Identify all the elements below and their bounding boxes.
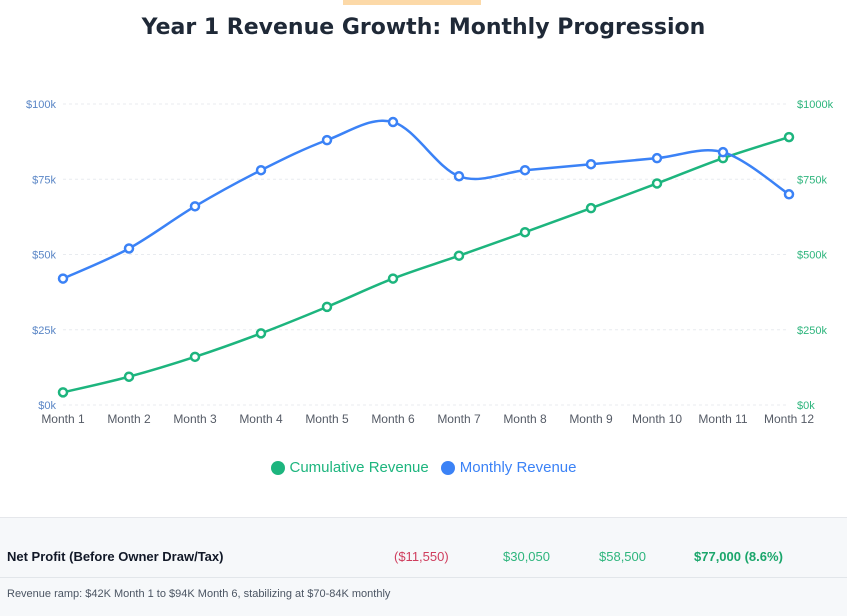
data-point-monthly-revenue <box>189 201 201 212</box>
data-point-cumulative-revenue <box>453 250 465 261</box>
net-profit-value-total: $77,000 (8.6%) <box>694 549 783 564</box>
legend-label-monthly: Monthly Revenue <box>459 459 577 476</box>
data-point-monthly-revenue <box>585 158 597 170</box>
net-profit-value-2: $30,050 <box>503 549 550 564</box>
x-tick-label: Month 12 <box>764 412 814 426</box>
x-tick-label: Month 6 <box>371 412 415 426</box>
data-point-monthly-revenue <box>783 189 795 200</box>
legend-item-cumulative[interactable]: Cumulative Revenue <box>270 459 429 476</box>
y-right-tick-label: $1000k <box>797 99 834 111</box>
data-point-monthly-revenue <box>321 134 333 146</box>
data-point-monthly-revenue <box>519 164 531 176</box>
data-point-monthly-revenue <box>717 146 729 158</box>
chart-title: Year 1 Revenue Growth: Monthly Progressi… <box>141 15 706 40</box>
data-point-monthly-revenue <box>387 116 399 128</box>
x-tick-label: Month 3 <box>173 412 217 426</box>
data-point-cumulative-revenue <box>189 351 201 363</box>
data-point-monthly-revenue <box>651 152 663 164</box>
summary-panel: Net Profit (Before Owner Draw/Tax) ($11,… <box>0 517 847 616</box>
y-right-tick-label: $0k <box>797 400 815 412</box>
data-point-monthly-revenue <box>57 273 69 284</box>
data-point-cumulative-revenue <box>123 371 135 382</box>
data-point-cumulative-revenue <box>519 226 531 238</box>
y-left-tick-label: $0k <box>38 400 56 412</box>
series-line-cumulative-revenue <box>62 135 790 394</box>
footnote: Revenue ramp: $42K Month 1 to $94K Month… <box>7 588 391 600</box>
data-point-monthly-revenue <box>255 164 267 176</box>
y-right-tick-label: $250k <box>797 325 827 337</box>
data-point-cumulative-revenue <box>57 387 69 398</box>
legend-swatch-cumulative <box>270 460 285 475</box>
net-profit-row: Net Profit (Before Owner Draw/Tax) ($11,… <box>0 518 847 578</box>
chart-legend: Cumulative Revenue Monthly Revenue <box>0 459 847 476</box>
x-tick-label: Month 9 <box>569 412 613 426</box>
data-point-monthly-revenue <box>453 170 465 182</box>
y-right-tick-label: $750k <box>797 174 827 186</box>
net-profit-label: Net Profit (Before Owner Draw/Tax) <box>7 549 224 564</box>
y-left-tick-label: $50k <box>32 250 56 262</box>
data-point-cumulative-revenue <box>783 131 795 143</box>
x-tick-label: Month 8 <box>503 412 547 426</box>
x-tick-label: Month 7 <box>437 412 481 426</box>
data-point-cumulative-revenue <box>651 178 663 189</box>
data-point-monthly-revenue <box>123 243 135 254</box>
data-point-cumulative-revenue <box>321 301 333 313</box>
data-point-cumulative-revenue <box>387 273 399 284</box>
y-left-tick-label: $25k <box>32 325 56 337</box>
legend-item-monthly[interactable]: Monthly Revenue <box>440 459 577 476</box>
x-tick-label: Month 5 <box>305 412 349 426</box>
y-left-tick-label: $75k <box>32 174 56 186</box>
net-profit-value-1: ($11,550) <box>394 549 449 564</box>
y-right-tick-label: $500k <box>797 250 827 262</box>
x-tick-label: Month 10 <box>632 412 682 426</box>
data-point-cumulative-revenue <box>585 202 597 214</box>
x-tick-label: Month 2 <box>107 412 151 426</box>
x-tick-label: Month 11 <box>698 412 747 426</box>
net-profit-value-3: $58,500 <box>599 549 646 564</box>
line-chart: $0k $0k $25k $250k $50k $500k $75k $750k $100k $1… <box>26 99 834 426</box>
top-accent-bar <box>343 0 481 5</box>
x-tick-label: Month 1 <box>41 412 85 426</box>
y-left-tick-label: $100k <box>26 99 56 111</box>
legend-swatch-monthly <box>440 460 455 475</box>
legend-label-cumulative: Cumulative Revenue <box>289 459 429 476</box>
x-tick-label: Month 4 <box>239 412 283 426</box>
data-point-cumulative-revenue <box>255 328 267 339</box>
